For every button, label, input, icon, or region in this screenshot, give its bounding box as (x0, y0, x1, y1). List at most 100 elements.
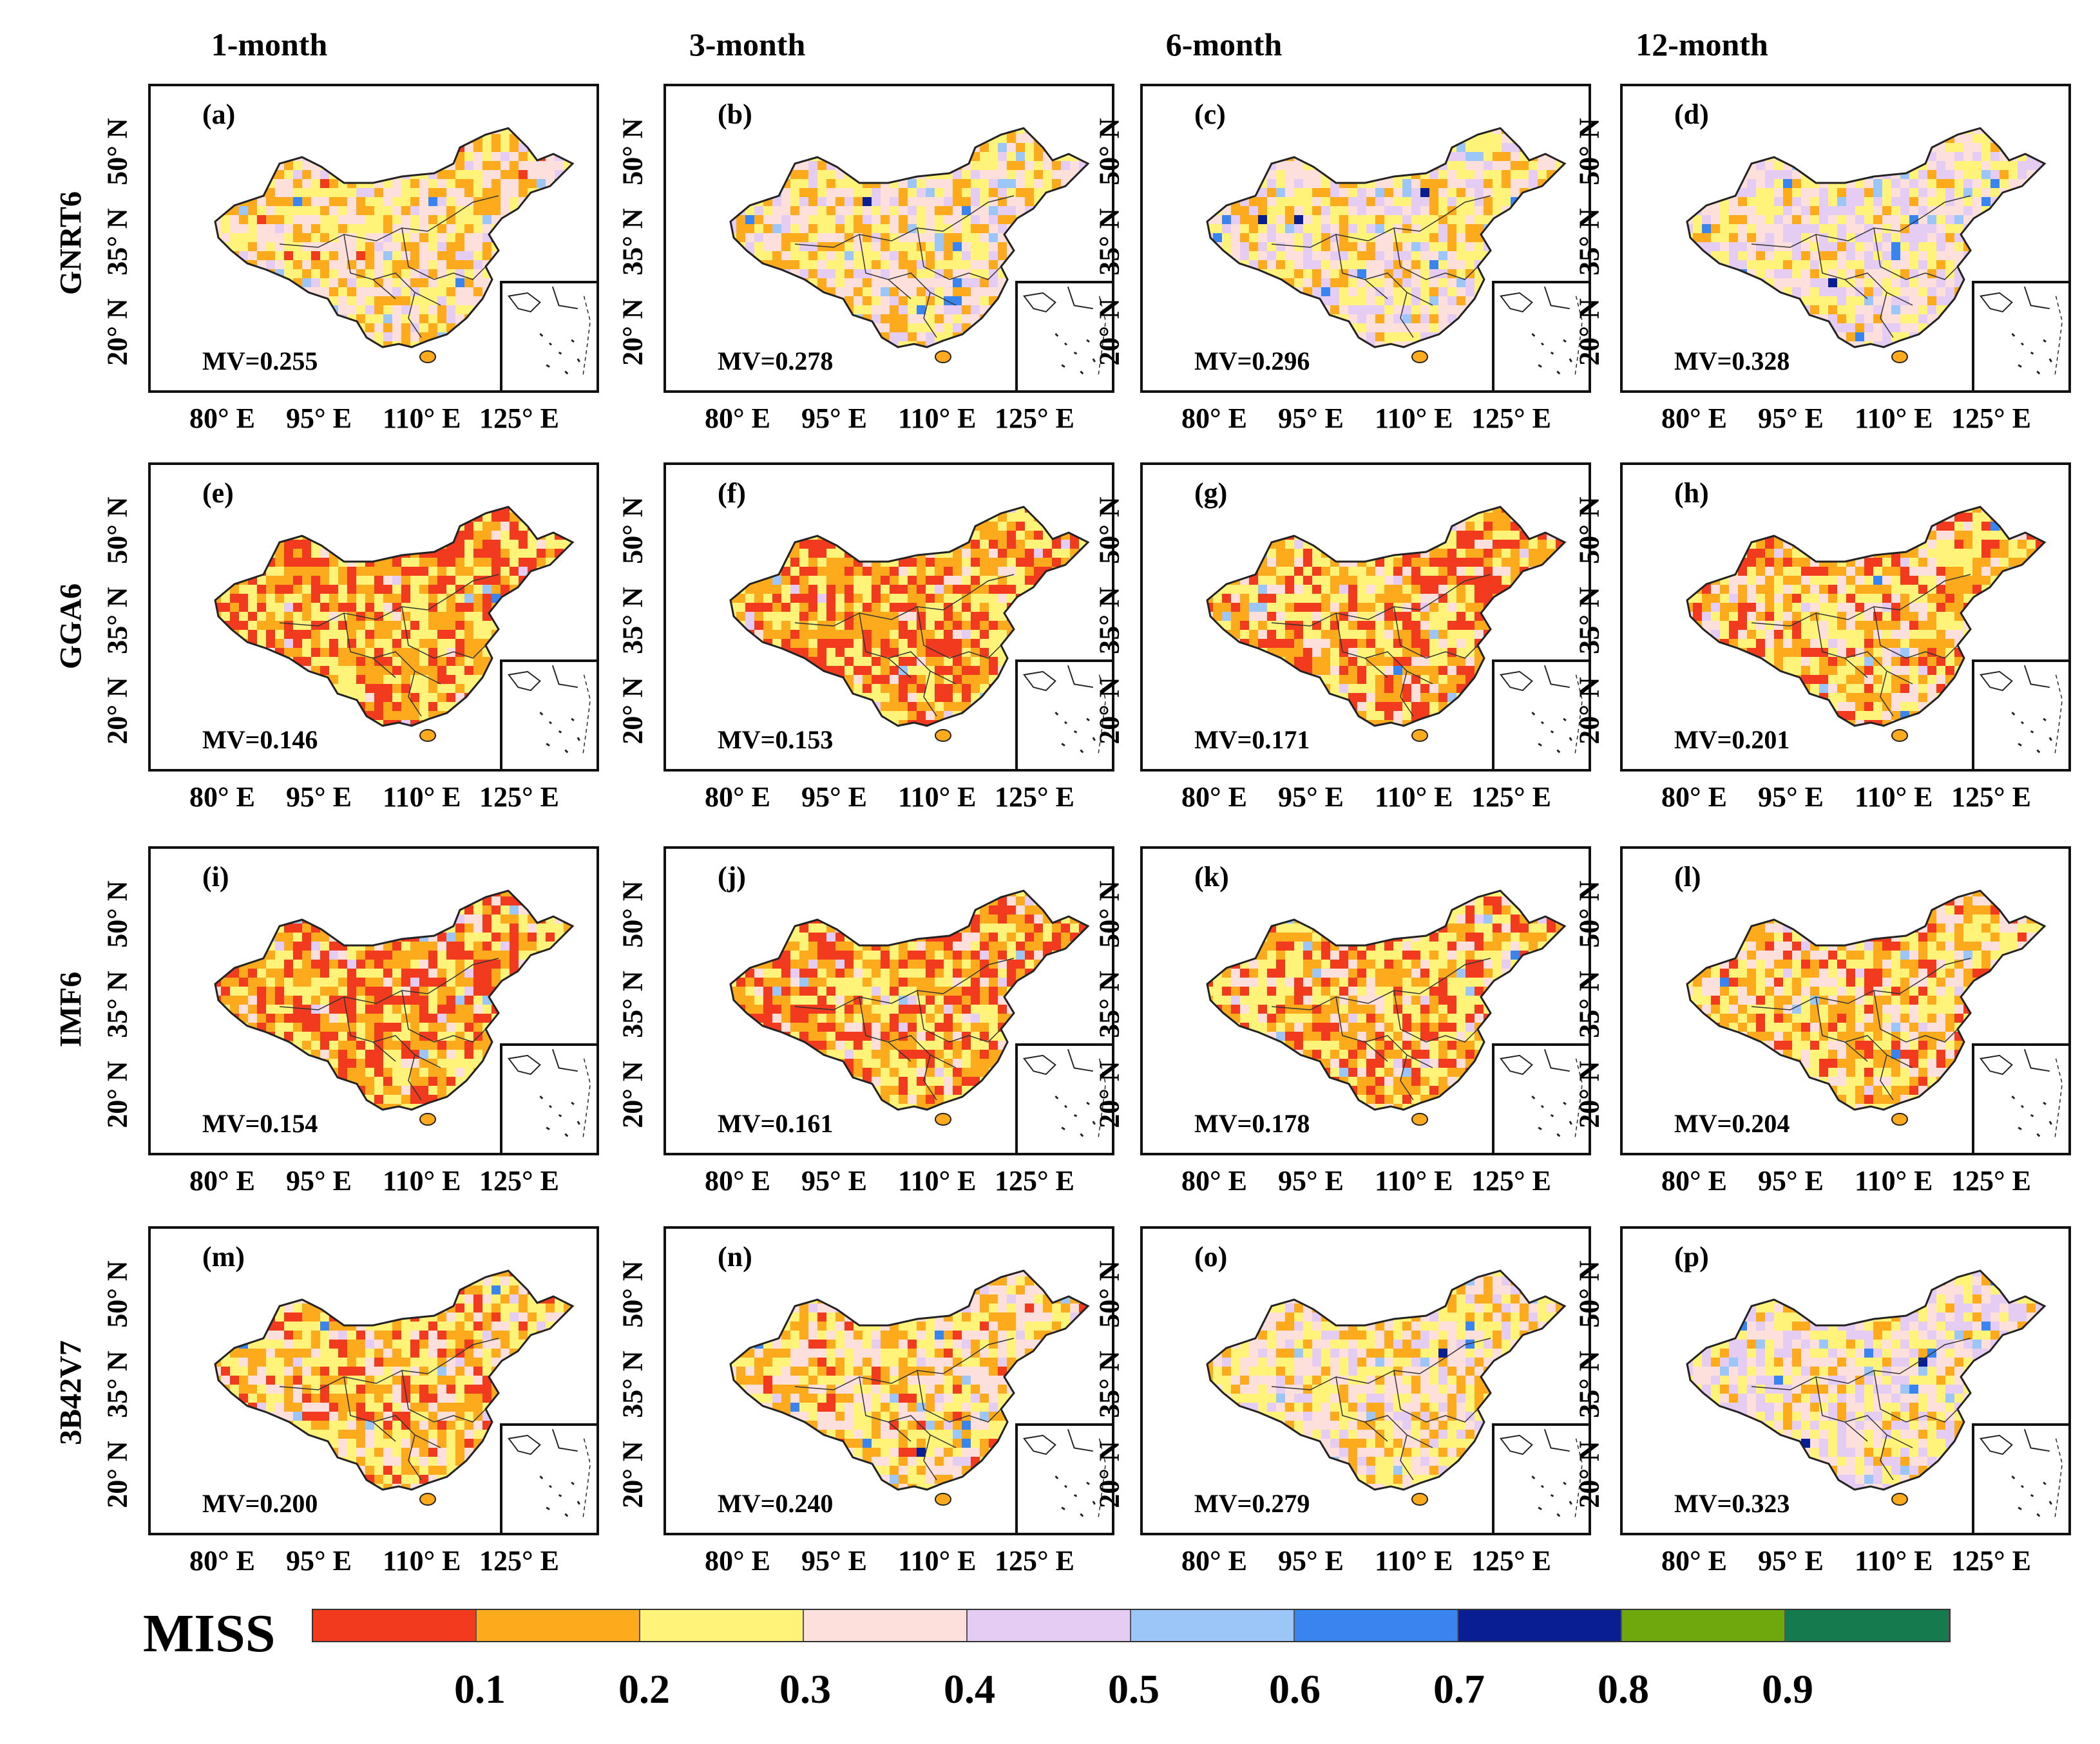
grid-cell (248, 507, 258, 513)
grid-cell (1801, 128, 1811, 135)
grid-cell (1438, 224, 1448, 234)
grid-cell (275, 558, 285, 567)
grid-cell (1927, 242, 1937, 252)
grid-cell (1465, 287, 1475, 297)
grid-cell (1864, 161, 1874, 171)
grid-cell (1079, 179, 1088, 189)
grid-cell (573, 206, 582, 216)
grid-cell (230, 531, 240, 540)
grid-cell (944, 233, 953, 243)
grid-cell (1765, 233, 1775, 243)
grid-cell (1936, 161, 1946, 171)
grid-cell (730, 242, 737, 252)
grid-cell (1918, 224, 1928, 234)
grid-cell (215, 657, 222, 667)
grid-cell (1873, 215, 1883, 225)
grid-cell (1702, 242, 1712, 252)
grid-cell (401, 507, 411, 513)
grid-cell (215, 188, 222, 198)
grid-cell (1918, 251, 1928, 261)
grid-cell (284, 260, 294, 270)
grid-cell (1393, 134, 1403, 144)
grid-cell (1475, 305, 1484, 315)
grid-cell (410, 522, 420, 531)
grid-cell (1240, 305, 1250, 315)
grid-cell (1348, 215, 1358, 225)
grid-cell (1547, 251, 1556, 261)
grid-cell (356, 260, 366, 270)
grid-cell (1945, 260, 1955, 270)
grid-cell (564, 260, 573, 270)
x-tick-label: 80° E (705, 403, 770, 434)
grid-cell (501, 585, 510, 594)
grid-cell (257, 332, 267, 342)
grid-cell (464, 666, 474, 676)
grid-cell (1720, 128, 1730, 135)
grid-cell (555, 260, 564, 270)
grid-cell (257, 675, 267, 685)
grid-cell (1927, 332, 1937, 342)
grid-cell (215, 639, 222, 649)
grid-cell (365, 128, 375, 135)
grid-cell (410, 143, 420, 153)
grid-cell (1972, 224, 1982, 234)
grid-cell (392, 341, 402, 347)
grid-cell (1774, 314, 1784, 324)
grid-cell (1810, 296, 1820, 306)
grid-cell (546, 612, 555, 621)
grid-cell (473, 287, 483, 297)
grid-cell (863, 134, 872, 144)
grid-cell (881, 134, 890, 144)
grid-cell (338, 332, 348, 342)
grid-cell (302, 522, 312, 531)
grid-cell (519, 260, 528, 270)
grid-cell (953, 224, 962, 234)
grid-cell (854, 143, 863, 153)
grid-cell (799, 143, 809, 153)
grid-cell (781, 128, 791, 135)
grid-cell (1465, 143, 1475, 153)
grid-cell (374, 567, 384, 576)
grid-cell (730, 260, 737, 270)
grid-cell (1312, 269, 1322, 279)
grid-cell (1909, 128, 1919, 135)
grid-cell (890, 197, 899, 207)
hainan-island (1411, 350, 1428, 363)
grid-cell (1837, 170, 1847, 180)
grid-cell (311, 603, 321, 612)
grid-cell (1411, 179, 1421, 189)
grid-cell (1547, 188, 1556, 198)
province-border (917, 227, 969, 280)
grid-cell (1945, 278, 1955, 288)
grid-cell (1348, 242, 1358, 252)
grid-cell (1294, 269, 1304, 279)
grid-cell (736, 161, 746, 171)
grid-cell (2036, 215, 2045, 225)
grid-cell (1276, 305, 1286, 315)
grid-cell (383, 540, 393, 549)
grid-cell (311, 314, 321, 324)
grid-cell (1339, 197, 1349, 207)
grid-cell (564, 585, 573, 594)
grid-cell (1738, 197, 1748, 207)
grid-cell (1792, 152, 1802, 162)
grid-cell (1756, 233, 1766, 243)
grid-cell (1276, 242, 1286, 252)
grid-cell (1393, 287, 1403, 297)
grid-cell (392, 260, 402, 270)
grid-cell (311, 630, 321, 640)
grid-cell (1231, 305, 1241, 315)
grid-cell (320, 224, 330, 234)
grid-cell (365, 531, 375, 540)
grid-cell (1502, 152, 1511, 162)
grid-cell (519, 269, 528, 279)
grid-cell (1402, 242, 1412, 252)
grid-cell (1511, 170, 1520, 180)
grid-cell (1828, 128, 1838, 135)
grid-cell (854, 332, 863, 342)
grid-cell (1312, 233, 1322, 243)
grid-cell (510, 251, 519, 261)
grid-cell (971, 287, 980, 297)
grid-cell (446, 134, 456, 144)
grid-cell (266, 152, 276, 162)
